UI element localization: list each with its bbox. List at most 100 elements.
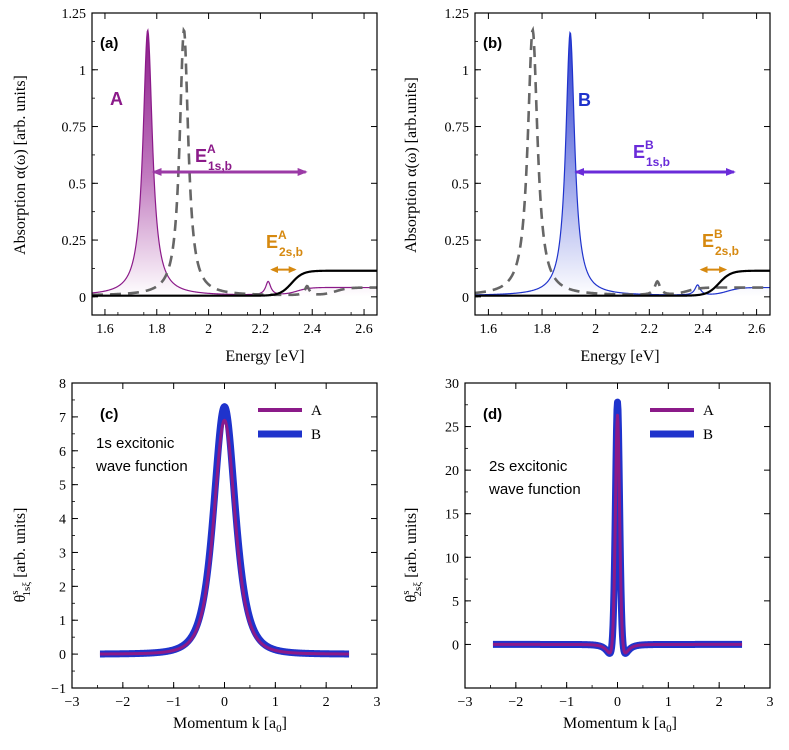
panel-d-xlabel-end: ] (672, 715, 677, 732)
panel-c-ytick-label: 4 (59, 513, 66, 528)
panel-c-ytick-label: 1 (59, 614, 66, 629)
panel-c-legend-label-b: B (311, 427, 321, 443)
panel-b-ytick-label: 1 (462, 64, 469, 79)
panel-b-xtick-label: 1.8 (533, 322, 551, 337)
panel-a-ytick-label: 0.75 (62, 121, 87, 136)
panel-b-xtick-label: 2.4 (694, 322, 712, 337)
panel-b-series-0-line (475, 31, 770, 296)
panel-b-frame (474, 12, 771, 316)
panel-c-ylabel-sup: s (9, 590, 21, 594)
panel-a-xtick-label: 2.6 (355, 322, 373, 337)
panel-d-ylabel-theta: θ (403, 595, 420, 603)
panel-c-series-a-line (98, 418, 351, 656)
panel-a-ytick-label: 1.25 (62, 7, 87, 22)
panel-b-curves (475, 25, 770, 297)
panel-a-ticks: 1.6 1.8 2 2.2 2.4 2.6 0 0.25 0.5 0.75 1 1.25 (62, 7, 377, 337)
panel-a-ytick-label: 0 (79, 291, 86, 306)
panel-d-ytick-label: 5 (452, 595, 459, 610)
panel-a-curve-label: A (110, 89, 123, 109)
panel-c-ylabel: θs1sξ [arb. units] (9, 508, 33, 603)
panel-b-ytick-label: 0.25 (445, 234, 470, 249)
panel-a-xtick-label: 2 (205, 322, 212, 337)
panel-c-curves (96, 403, 353, 658)
panel-c-xtick-label: 0 (221, 695, 228, 710)
panel-c-ylabel-main: [arb. units] (12, 508, 29, 578)
panel-c-ytick-label: 2 (59, 580, 66, 595)
panel-c-ylabel-sub: 1sξ (21, 582, 33, 597)
panel-b-ticks: 1.6 1.8 2 2.2 2.4 2.6 0 0.25 0.5 0.75 1 1.25 (445, 7, 770, 337)
panel-d-legend: A B (650, 403, 714, 443)
panel-c-ytick-label: 8 (59, 377, 66, 392)
panel-b-ytick-label: 0 (462, 291, 469, 306)
panel-c-ytick-label: 6 (59, 445, 66, 460)
panel-b-xtick-label: 2.2 (641, 322, 659, 337)
panel-b-ylabel: Absorption α(ω) [arb.units] (403, 77, 420, 253)
panel-b-e2s-sub: 2s,b (715, 244, 739, 258)
panel-b-xtick-label: 1.6 (480, 322, 498, 337)
panel-b-xlabel: Energy [eV] (580, 348, 659, 365)
panel-d-ytick-label: 10 (445, 551, 459, 566)
panel-d-xtick-label: 3 (767, 695, 774, 710)
panel-a-e2s-base: E (266, 232, 278, 252)
panel-d-ytick-label: 15 (445, 508, 459, 523)
panel-d-ylabel-sub: 2sξ (412, 582, 424, 597)
panel-c-text-line-1: 1s excitonic (96, 435, 175, 452)
panel-a-xtick-label: 2.2 (252, 322, 270, 337)
panel-c-xlabel-end: ] (282, 715, 287, 732)
panel-c-xtick-label: 1 (272, 695, 279, 710)
panel-c-xlabel: Momentum k [a0] (173, 715, 287, 735)
panel-d-legend-label-b: B (703, 427, 713, 443)
panel-d-ylabel: θs2sξ [arb. units] (400, 508, 424, 603)
panel-b-xtick-label: 2 (592, 322, 599, 337)
panel-c-ytick-label: 5 (59, 479, 66, 494)
panel-b-series-2-line (475, 269, 770, 297)
panel-b-ytick-label: 1.25 (445, 7, 470, 22)
panel-d-xlabel-sub: 0 (666, 723, 672, 735)
panel-d-curves (489, 398, 746, 657)
panel-c-legend: A B (258, 403, 322, 443)
panel-a-xlabel: Energy [eV] (225, 348, 304, 365)
panel-d-frame (464, 382, 771, 689)
panel-a-ytick-label: 1 (79, 64, 86, 79)
panel-c-ticks: −3 −2 −1 0 1 2 3 −1 0 1 2 3 4 5 6 7 8 (51, 377, 380, 710)
panel-b-ytick-label: 0.5 (452, 177, 470, 192)
panel-c-xtick-label: −3 (65, 695, 80, 710)
panel-c-xlabel-main: Momentum k [a (173, 715, 276, 732)
panel-b-xtick-label: 2.6 (748, 322, 766, 337)
panel-c-xtick-label: 2 (323, 695, 330, 710)
panel-d-text-line-2: wave function (488, 481, 581, 498)
panel-c-ytick-label: 3 (59, 546, 66, 561)
panel-a-series-2-line (92, 269, 377, 297)
panel-a-series-0-area (92, 30, 377, 297)
panel-b-ytick-label: 0.75 (445, 121, 470, 136)
panel-d-ytick-label: 25 (445, 421, 459, 436)
panel-b-e2s-sup: B (714, 227, 723, 241)
panel-d-text-line-1: 2s excitonic (489, 458, 568, 475)
panel-b-e1s-label: EB 1s,b (633, 138, 670, 169)
panel-a-e2s-sup: A (278, 228, 287, 242)
panel-a-e2s-label: EA 2s,b (266, 228, 303, 259)
panel-c-ytick-label: −1 (51, 682, 66, 697)
panel-c-text-line-2: wave function (95, 458, 188, 475)
panel-d-ylabel-sup: s (400, 590, 412, 594)
panel-c-xlabel-sub: 0 (276, 723, 282, 735)
panel-a-e2s-sub: 2s,b (279, 245, 303, 259)
panel-a-e1s-label: EA 1s,b (195, 142, 232, 173)
panel-d-xtick-label: 2 (716, 695, 723, 710)
panel-b-e1s-base: E (633, 142, 645, 162)
panel-a-series-1-line (92, 26, 377, 297)
panel-c-ytick-label: 0 (59, 648, 66, 663)
panel-a-xtick-label: 1.6 (96, 322, 114, 337)
panel-c-legend-label-a: A (311, 403, 322, 419)
panel-c-frame (71, 382, 378, 689)
panel-b-e2s-base: E (702, 231, 714, 251)
panel-b-e1s-sup: B (645, 138, 654, 152)
panel-b-e2s-label: EB 2s,b (702, 227, 739, 258)
panel-b-label: (b) (483, 35, 502, 52)
panel-a-ytick-label: 0.5 (69, 177, 87, 192)
panel-d-xlabel: Momentum k [a0] (563, 715, 677, 735)
panel-d-legend-label-a: A (703, 403, 714, 419)
panel-a-frame (91, 12, 378, 316)
